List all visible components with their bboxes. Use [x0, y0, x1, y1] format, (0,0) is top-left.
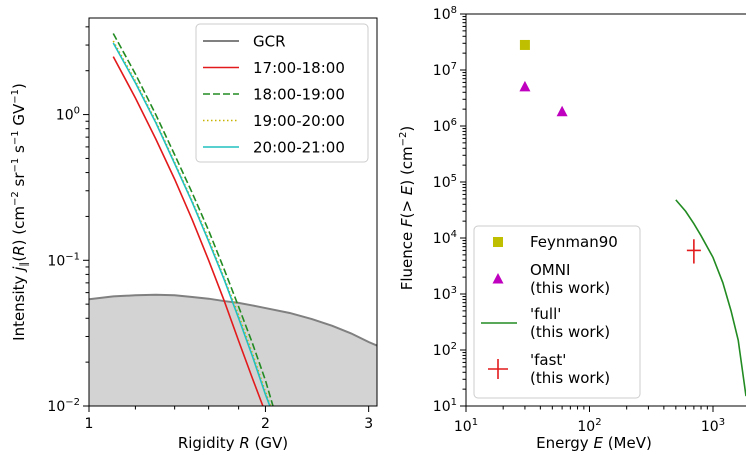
legend-swatch	[492, 273, 504, 284]
series-line-17-00-18-00	[112, 56, 264, 406]
legend-label: Feynman90	[530, 233, 618, 251]
legend-label: 20:00-21:00	[253, 139, 345, 157]
legend-label: 18:00-19:00	[253, 86, 345, 104]
left-legend: GCR 17:00-18:00 18:00-19:00 19:00-20:00 20:0…	[195, 23, 369, 163]
left-panel-rigidity-spectrum: 1 2 3 10−2 10−1 100 GCR 17:00-18:00 18:00-19:00…	[10, 17, 378, 452]
x-tick-label: 2	[261, 416, 270, 432]
x-tick-label: 101	[454, 417, 478, 435]
y-tick-label: 100	[56, 106, 80, 124]
y-tick-label: 102	[433, 341, 457, 359]
right-y-axis-label: Fluence F(> E) (cm−2)	[398, 126, 416, 291]
legend-box	[195, 23, 369, 163]
series-line-18-00-19-00	[112, 33, 274, 406]
legend-label: 'fast'	[530, 351, 566, 369]
legend-label: (this work)	[530, 369, 610, 387]
left-y-axis-label: Intensity j∥(R) (cm−2 sr−1 s−1 GV−1)	[10, 83, 30, 341]
legend-label: GCR	[253, 33, 286, 51]
y-tick-label: 103	[433, 285, 457, 303]
legend-label: (this work)	[530, 323, 610, 341]
left-axis-ticks: 1 2 3 10−2 10−1 100	[47, 26, 373, 432]
y-tick-label: 10−2	[47, 397, 80, 415]
legend-label: OMNI	[530, 261, 570, 279]
y-tick-label: 101	[433, 397, 457, 415]
feynman90-point	[519, 39, 530, 50]
omni-point	[556, 105, 568, 117]
right-x-axis-label: Energy E (MeV)	[536, 434, 652, 452]
y-tick-label: 107	[433, 61, 457, 79]
legend-label: 19:00-20:00	[253, 112, 345, 130]
omni-point	[519, 80, 531, 92]
x-tick-label: 102	[577, 417, 601, 435]
legend-label: 'full'	[530, 305, 561, 323]
y-tick-label: 104	[433, 229, 457, 247]
y-tick-label: 105	[433, 173, 457, 191]
x-tick-label: 3	[364, 416, 373, 432]
left-x-axis-label: Rigidity R (GV)	[178, 434, 288, 452]
legend-label: (this work)	[530, 279, 610, 297]
legend-label: 17:00-18:00	[253, 59, 345, 77]
y-tick-label: 10−1	[47, 251, 80, 269]
right-axis-ticks: 101 102 103 101 102 103 104 105 106 107 108	[433, 5, 725, 435]
series-line-gcr	[89, 293, 377, 347]
right-plot-area	[519, 39, 746, 397]
left-plot-area	[89, 33, 377, 406]
x-tick-label: 103	[701, 417, 725, 435]
legend-box	[473, 225, 641, 399]
x-tick-label: 1	[85, 416, 94, 432]
legend-swatch	[493, 237, 503, 247]
gcr-shaded-area	[89, 294, 377, 406]
series-line-20-00-21-00	[112, 42, 271, 406]
y-tick-label: 106	[433, 117, 457, 135]
full-fluence-line	[675, 199, 746, 397]
left-axes-frame	[88, 17, 378, 407]
right-panel-fluence: 101 102 103 101 102 103 104 105 106 107 108 Feynma…	[398, 5, 746, 452]
y-tick-label: 108	[433, 5, 457, 23]
